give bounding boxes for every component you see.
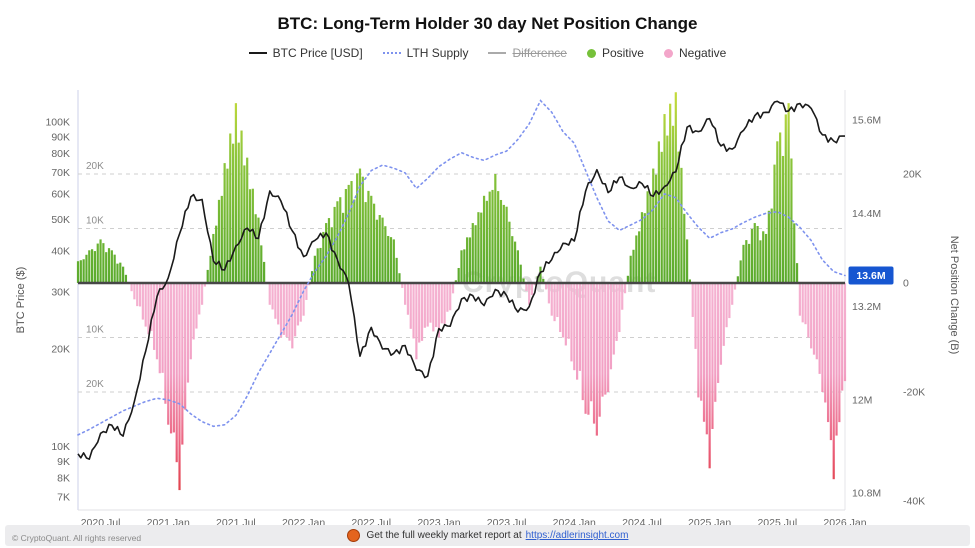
price-tick-label: 30K [51,286,70,298]
negative-bars [130,283,847,491]
legend: BTC Price [USD] LTH Supply Difference Posit… [0,46,975,60]
price-tick-label: 70K [51,167,70,179]
npc-tick-label: -20K [903,387,925,399]
supply-tick-label: 15.6M [852,115,881,127]
current-supply-badge-label: 13.6M [856,270,885,282]
legend-label: LTH Supply [406,46,469,60]
footer-bar: © CryptoQuant. All rights reserved Get t… [5,525,970,546]
gridline-label: 10K [86,325,104,336]
left-axis-title: BTC Price ($) [15,267,27,334]
line-swatch-icon [248,52,267,54]
dot-swatch-icon [663,48,673,58]
current-supply-badge [848,266,894,285]
price-tick-label: 9K [57,456,70,468]
right-axis-title: Net Position Change (B) [948,236,960,355]
copyright: © CryptoQuant. All rights reserved [12,533,142,543]
legend-label: Difference [512,46,567,60]
btc-price-line [77,100,846,460]
gridline-label: 20K [86,161,104,172]
price-tick-label: 40K [51,246,70,258]
npc-tick-label: -40K [903,496,925,508]
report-text: Get the full weekly market report at [366,530,522,541]
price-tick-label: 60K [51,189,70,201]
legend-label: Negative [678,46,727,60]
legend-label: Positive [601,46,644,60]
dotted-swatch-icon [382,52,401,54]
legend-item-negative[interactable]: Negative [663,46,727,60]
report-bullet-icon [346,529,360,542]
npc-tick-label: 20K [903,169,922,181]
gridline-label: 10K [86,216,104,227]
legend-label: BTC Price [USD] [272,46,363,60]
supply-tick-label: 12M [852,394,872,406]
price-tick-label: 90K [51,131,70,143]
price-tick-label: 8K [57,473,70,485]
price-tick-label: 80K [51,148,70,160]
gridline-label: 20K [86,379,104,390]
price-tick-label: 7K [57,492,70,504]
lth-supply-line [77,99,846,436]
supply-tick-label: 10.8M [852,488,881,500]
price-tick-label: 100K [45,117,70,129]
price-tick-label: 50K [51,214,70,226]
legend-item-lth-supply[interactable]: LTH Supply [382,46,469,60]
supply-tick-label: 13.2M [852,301,881,313]
legend-item-positive[interactable]: Positive [586,46,644,60]
line-swatch-icon [488,52,507,54]
price-tick-label: 10K [51,441,70,453]
chart-title: BTC: Long-Term Holder 30 day Net Positio… [277,14,698,33]
supply-tick-label: 14.4M [852,208,881,220]
npc-tick-label: 0 [903,278,909,290]
dot-swatch-icon [586,48,596,58]
legend-item-difference[interactable]: Difference [488,46,567,60]
price-tick-label: 20K [51,343,70,355]
report-link[interactable]: https://adlerinsight.com [525,530,629,541]
legend-item-btc-price-usd-[interactable]: BTC Price [USD] [248,46,363,60]
positive-bars [76,92,799,284]
